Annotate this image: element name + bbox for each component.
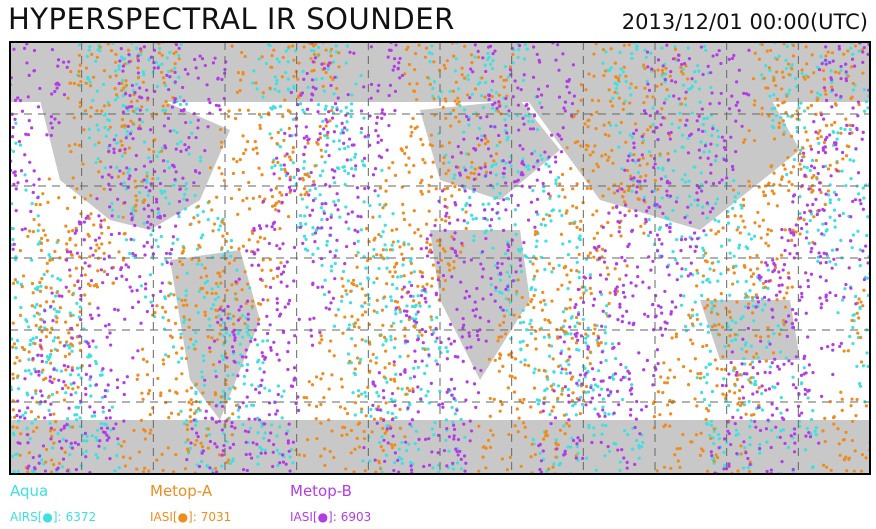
observation-count: 7031 <box>201 510 232 524</box>
satellite-name: Aqua <box>10 482 48 500</box>
satellite-name: Metop-B <box>290 482 352 500</box>
instrument-label: AIRS[●]: <box>10 510 62 524</box>
satellite-name: Metop-A <box>150 482 212 500</box>
instrument-label: IASI[●]: <box>150 510 197 524</box>
observation-count: 6372 <box>66 510 97 524</box>
instrument-row: IASI[●]: 7031 <box>150 510 231 524</box>
map <box>0 0 876 529</box>
observation-count: 6903 <box>341 510 372 524</box>
page: HYPERSPECTRAL IR SOUNDER 2013/12/01 00:0… <box>0 0 876 529</box>
instrument-row: IASI[●]: 6903 <box>290 510 371 524</box>
instrument-label: IASI[●]: <box>290 510 337 524</box>
map-body <box>9 40 872 475</box>
instrument-row: AIRS[●]: 6372 <box>10 510 96 524</box>
